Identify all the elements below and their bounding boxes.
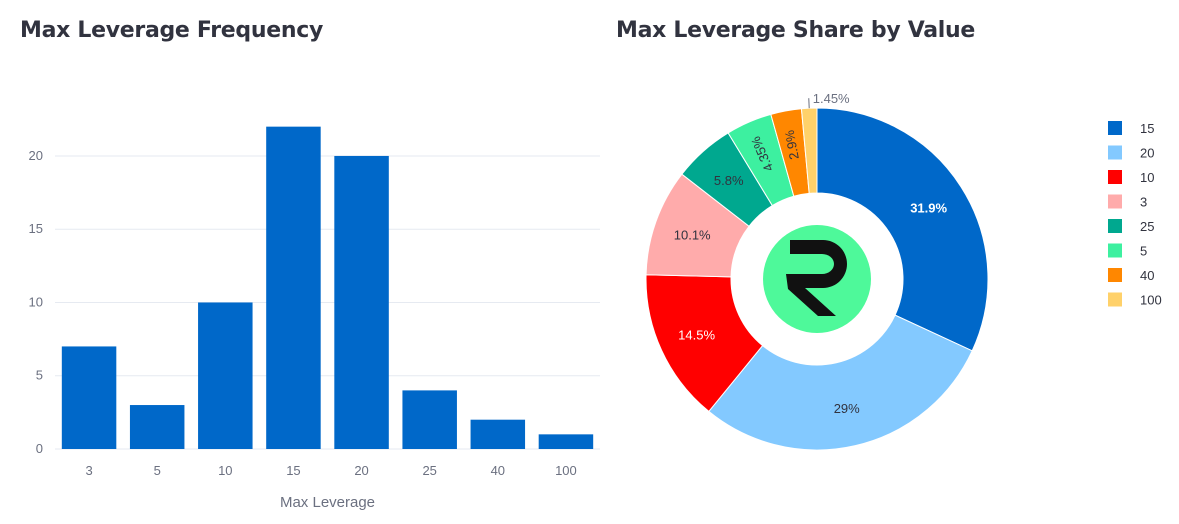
y-tick-label: 5: [36, 368, 43, 383]
bar: [334, 155, 389, 449]
pie-chart-title: Max Leverage Share by Value: [616, 18, 976, 43]
slice-percent-label: 29%: [834, 401, 860, 416]
legend-label: 3: [1140, 195, 1147, 210]
bar: [538, 434, 594, 449]
bar: [402, 390, 457, 449]
y-tick-label: 20: [29, 148, 43, 163]
x-tick-label: 5: [154, 463, 161, 478]
pie-slice: [816, 107, 989, 352]
x-tick-label: 10: [218, 463, 232, 478]
slice-percent-label: 5.8%: [714, 173, 744, 188]
x-tick-label: 3: [85, 463, 92, 478]
bar-chart-title: Max Leverage Frequency: [20, 18, 323, 43]
legend-swatch: [1108, 268, 1122, 282]
logo: [763, 225, 871, 333]
x-tick-label: 40: [491, 463, 505, 478]
legend-label: 20: [1140, 146, 1154, 161]
legend-swatch: [1108, 243, 1122, 258]
x-tick-label: 25: [422, 463, 436, 478]
y-tick-label: 15: [29, 221, 43, 236]
pie-chart: 31.9%29%14.5%10.1%5.8%4.35% 2.9%1.45%: [645, 91, 989, 451]
slice-percent-label: 1.45%: [813, 91, 850, 106]
slice-percent-label: 2.9%: [782, 128, 802, 160]
bar: [266, 126, 321, 450]
legend-label: 10: [1140, 170, 1154, 185]
pie-slice: [800, 107, 818, 194]
legend-swatch: [1108, 194, 1122, 209]
bar: [129, 405, 185, 449]
x-tick-label: 100: [555, 463, 577, 478]
slice-percent-label: 10.1%: [674, 228, 711, 243]
legend-label: 100: [1140, 293, 1162, 308]
r-logo-icon: [786, 240, 847, 316]
x-tick-label: 15: [286, 463, 300, 478]
legend-label: 25: [1140, 219, 1154, 234]
legend-swatch: [1108, 145, 1122, 160]
legend-swatch: [1108, 170, 1122, 184]
bar: [198, 302, 253, 449]
pie-slice: [708, 314, 973, 451]
bar: [61, 346, 117, 449]
pie-legend: 15 20 10 3 25 5 40 100: [1108, 121, 1162, 308]
legend-swatch: [1108, 121, 1122, 135]
legend-swatch: [1108, 292, 1122, 307]
y-tick-label: 10: [29, 294, 43, 309]
legend-swatch: [1108, 219, 1122, 233]
legend-label: 40: [1140, 268, 1154, 283]
slice-percent-label: 14.5%: [678, 327, 715, 342]
bar: [470, 419, 526, 449]
x-axis-label: Max Leverage: [280, 494, 375, 511]
bar-chart: 0 5 10 15 20 3 5 10 15 20 25 40 100 Max Leverage: [29, 126, 600, 511]
legend-label: 15: [1140, 121, 1154, 136]
x-tick-label: 20: [354, 463, 368, 478]
legend-label: 5: [1140, 244, 1147, 259]
slice-percent-label: 31.9%: [910, 201, 947, 216]
y-tick-label: 0: [36, 441, 43, 456]
